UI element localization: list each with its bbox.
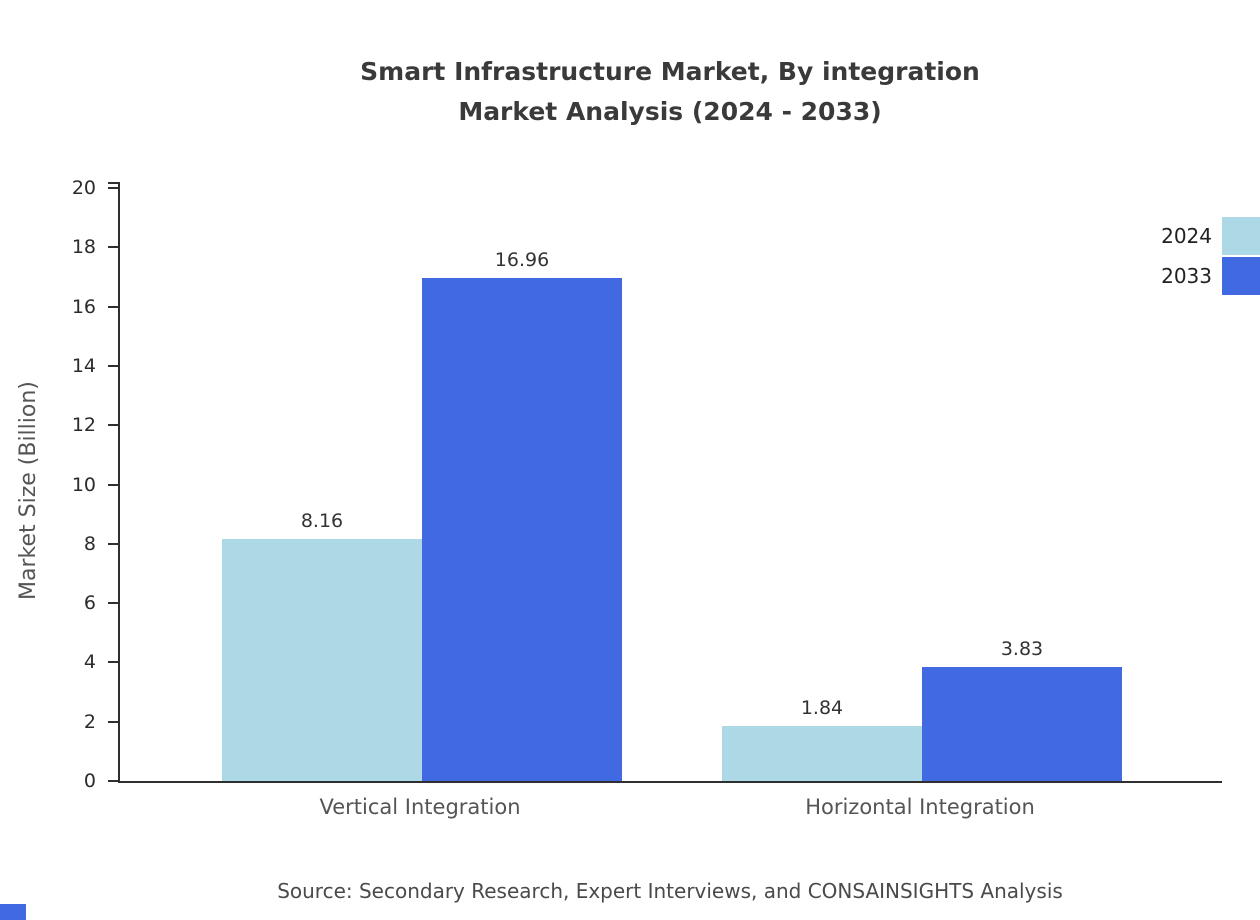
source-note: Source: Secondary Research, Expert Inter… — [277, 879, 1063, 903]
y-tick-mark — [108, 661, 118, 664]
x-category-label: Horizontal Integration — [805, 795, 1035, 819]
y-tick-label: 8 — [83, 532, 96, 555]
legend-swatch — [1222, 217, 1260, 255]
y-tick-label: 18 — [71, 236, 96, 259]
plot-area: 8.16 16.96 1.84 3.83 — [118, 182, 1222, 783]
y-tick-label: 20 — [71, 177, 96, 199]
x-category-label: Vertical Integration — [319, 795, 521, 819]
y-tick-label: 12 — [71, 414, 96, 437]
legend-label: 2024 — [1161, 224, 1212, 248]
y-tick-mark — [108, 424, 118, 427]
bar-2024-vertical-integration — [222, 539, 422, 781]
y-tick-mark — [108, 187, 118, 189]
x-axis-labels: Vertical Integration Horizontal Integrati… — [0, 795, 1260, 827]
bar-group-horizontal-integration: 1.84 3.83 — [722, 182, 1122, 781]
legend-label: 2033 — [1161, 264, 1212, 288]
bar-2033-vertical-integration — [422, 278, 622, 781]
y-tick-mark — [108, 720, 118, 723]
bar-2033-horizontal-integration — [922, 667, 1122, 781]
bar-2024-horizontal-integration — [722, 726, 922, 781]
y-tick-label: 6 — [83, 592, 96, 615]
y-tick-label: 4 — [83, 651, 96, 674]
bar-group-vertical-integration: 8.16 16.96 — [222, 182, 622, 781]
y-tick-label: 0 — [83, 770, 96, 792]
bar-value-label: 1.84 — [800, 697, 844, 720]
y-axis-top-cap — [108, 182, 118, 184]
bar-value-label: 16.96 — [494, 249, 550, 272]
chart-title-line1: Smart Infrastructure Market, By integrat… — [360, 57, 980, 86]
y-tick-mark — [108, 483, 118, 486]
y-tick-label: 16 — [71, 295, 96, 318]
y-tick-mark — [108, 364, 118, 367]
chart-title: Smart Infrastructure Market, By integrat… — [80, 52, 1260, 132]
y-tick-mark — [108, 542, 118, 545]
legend: 2024 2033 — [1161, 217, 1260, 295]
legend-item-2033: 2033 — [1161, 257, 1260, 295]
bar-value-label: 8.16 — [300, 510, 344, 533]
corner-accent — [0, 904, 26, 920]
y-tick-mark — [108, 305, 118, 308]
y-tick-mark — [108, 780, 118, 782]
legend-item-2024: 2024 — [1161, 217, 1260, 255]
y-tick-label: 2 — [83, 710, 96, 733]
chart-title-line2: Market Analysis (2024 - 2033) — [458, 97, 882, 126]
y-tick-label: 14 — [71, 354, 96, 377]
y-tick-mark — [108, 602, 118, 605]
y-tick-mark — [108, 246, 118, 249]
legend-swatch — [1222, 257, 1260, 295]
y-tick-label: 10 — [71, 473, 96, 496]
y-axis: 0 2 4 6 8 10 12 14 16 18 20 — [0, 177, 118, 792]
bar-value-label: 3.83 — [1000, 638, 1044, 661]
